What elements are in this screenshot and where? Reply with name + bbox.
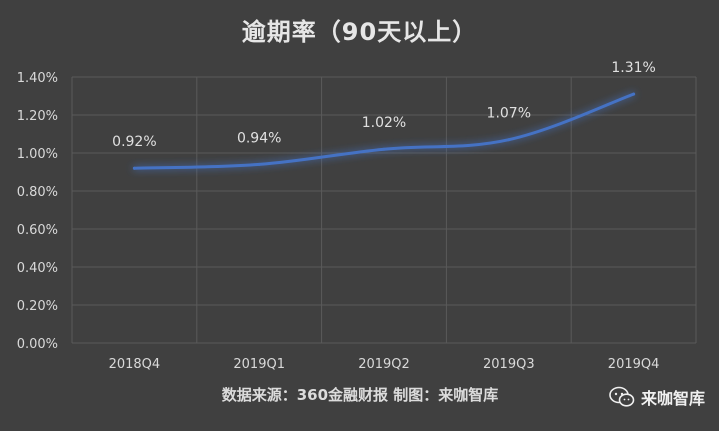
data-label: 0.92% xyxy=(112,134,156,150)
data-label: 1.02% xyxy=(362,115,406,131)
data-point xyxy=(507,138,511,142)
data-point xyxy=(382,147,386,151)
gridlines xyxy=(71,76,697,344)
data-point xyxy=(132,166,136,170)
y-axis-ticks: 0.00% 0.20% 0.40% 0.60% 0.80% 1.00% 1.20% 1.40% xyxy=(17,71,58,352)
y-tick-label: 0.40% xyxy=(17,261,58,276)
brand-badge: 来咖智库 xyxy=(609,385,705,409)
chart-title: 逾期率（90天以上） xyxy=(241,18,478,46)
series-line-group xyxy=(132,92,636,170)
x-tick-label: 2019Q2 xyxy=(358,357,410,372)
x-tick-label: 2019Q3 xyxy=(483,357,535,372)
y-tick-label: 0.60% xyxy=(17,223,58,238)
data-labels: 0.92% 0.94% 1.02% 1.07% 1.31% xyxy=(112,60,656,150)
y-tick-label: 0.00% xyxy=(17,337,58,352)
x-tick-label: 2019Q1 xyxy=(233,357,285,372)
wechat-icon xyxy=(609,386,635,408)
data-point xyxy=(257,162,261,166)
y-tick-label: 0.80% xyxy=(17,185,58,200)
x-axis-ticks: 2018Q4 2019Q1 2019Q2 2019Q3 2019Q4 xyxy=(109,357,660,372)
data-label: 1.31% xyxy=(611,60,655,76)
y-tick-label: 0.20% xyxy=(17,299,58,314)
data-label: 0.94% xyxy=(237,130,281,146)
y-tick-label: 1.00% xyxy=(17,147,58,162)
x-tick-label: 2018Q4 xyxy=(109,357,161,372)
data-label: 1.07% xyxy=(487,106,531,122)
source-note: 数据来源：360金融财报 制图：来咖智库 xyxy=(221,386,499,404)
x-tick-label: 2019Q4 xyxy=(608,357,660,372)
y-tick-label: 1.20% xyxy=(17,109,58,124)
brand-badge-label: 来咖智库 xyxy=(640,389,705,408)
data-point xyxy=(632,92,636,96)
y-tick-label: 1.40% xyxy=(17,71,58,86)
